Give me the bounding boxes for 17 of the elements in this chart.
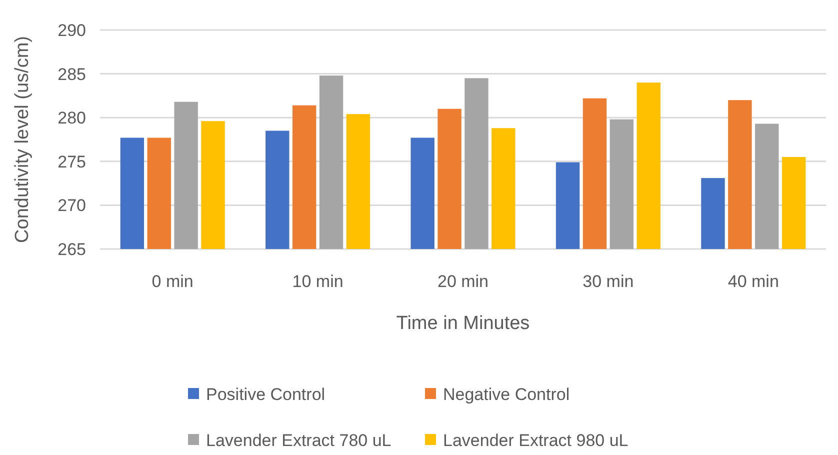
legend-label: Lavender Extract 980 uL <box>443 430 628 450</box>
y-tick-label: 270 <box>58 196 86 216</box>
x-tick-label: 10 min <box>292 272 344 291</box>
x-tick-label: 0 min <box>152 272 194 291</box>
y-tick-label: 285 <box>58 64 86 84</box>
x-tick-label: 40 min <box>728 272 779 291</box>
x-tick-label: 30 min <box>582 272 634 291</box>
y-tick-label: 280 <box>58 108 86 128</box>
y-tick-label: 275 <box>58 152 86 172</box>
y-axis-title: Condutivity level (us/cm) <box>12 36 33 243</box>
x-tick-label: 20 min <box>437 272 489 291</box>
legend-label: Positive Control <box>206 384 326 404</box>
y-tick-label: 265 <box>58 240 86 259</box>
y-tick-label: 290 <box>58 20 86 40</box>
legend-label: Lavender Extract 780 uL <box>206 430 392 450</box>
x-axis-title: Time in Minutes <box>396 313 530 334</box>
legend-label: Negative Control <box>443 384 570 404</box>
